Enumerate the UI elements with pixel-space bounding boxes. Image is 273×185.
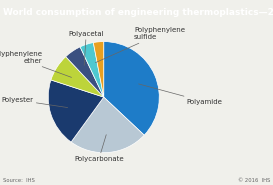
Text: Polyamide: Polyamide	[139, 84, 222, 105]
Text: Polyacetal: Polyacetal	[69, 31, 104, 65]
Text: Polyphenylene
sulfide: Polyphenylene sulfide	[96, 28, 185, 63]
Wedge shape	[93, 42, 104, 97]
Text: Polycarbonate: Polycarbonate	[74, 135, 124, 162]
Wedge shape	[51, 57, 104, 97]
Text: World consumption of engineering thermoplastics—2016: World consumption of engineering thermop…	[3, 8, 273, 17]
Text: Polyphenylene
ether: Polyphenylene ether	[0, 51, 72, 77]
Text: © 2016  IHS: © 2016 IHS	[238, 178, 270, 183]
Text: Source:  IHS: Source: IHS	[3, 178, 35, 183]
Text: Polyester: Polyester	[2, 97, 68, 107]
Wedge shape	[104, 42, 159, 135]
Wedge shape	[80, 43, 104, 97]
Wedge shape	[71, 97, 144, 153]
Wedge shape	[48, 80, 104, 142]
Wedge shape	[66, 47, 104, 97]
